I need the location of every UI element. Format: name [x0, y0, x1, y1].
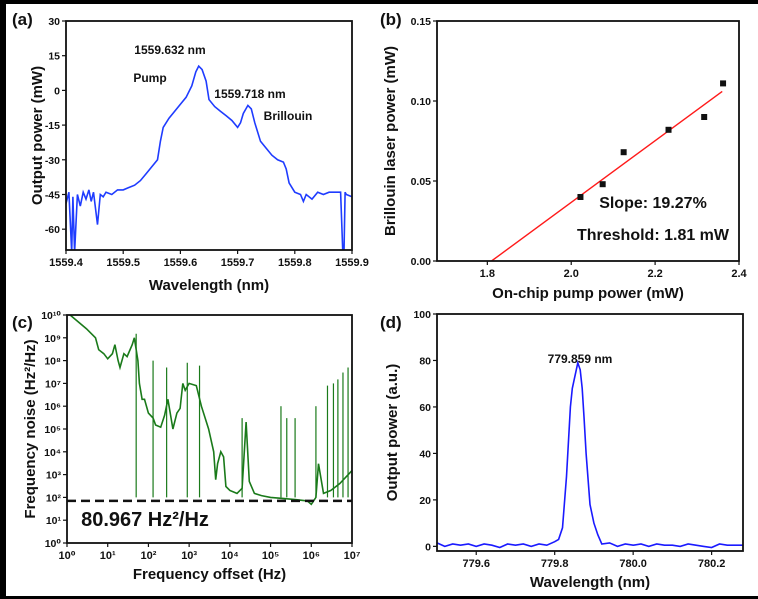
x-tick-label: 1.8 — [480, 268, 495, 280]
x-tick-label: 1559.8 — [278, 257, 312, 269]
x-tick-label: 779.8 — [541, 558, 569, 570]
panel-label: (d) — [380, 313, 402, 332]
y-tick-label: 10⁸ — [44, 356, 61, 368]
data-point — [577, 194, 584, 200]
data-point — [701, 114, 708, 120]
x-tick-label: 10⁷ — [344, 550, 361, 562]
y-tick-label: 80 — [419, 355, 431, 367]
y-axis-label: Output power (a.u.) — [384, 364, 401, 501]
y-tick-label: 10¹⁰ — [41, 310, 61, 322]
plot-frame — [66, 314, 353, 544]
plot-area — [437, 359, 743, 549]
y-tick-label: 10² — [46, 492, 62, 504]
data-point — [665, 126, 672, 133]
data-point — [620, 149, 627, 156]
x-tick-label: 10¹ — [100, 550, 116, 562]
y-tick-label: 100 — [413, 309, 431, 321]
data-point — [599, 181, 606, 188]
y-tick-label: -45 — [45, 189, 60, 201]
y-axis-label: Frequency noise (Hz²/Hz) — [22, 339, 39, 518]
x-axis-label: Frequency offset (Hz) — [133, 566, 286, 583]
x-tick-label: 10⁶ — [303, 550, 320, 562]
y-axis-label: Output power (mW) — [29, 66, 46, 205]
y-tick-label: -60 — [45, 224, 60, 236]
y-tick-label: 20 — [419, 495, 431, 507]
x-tick-label: 10² — [140, 550, 156, 562]
y-tick-label: 60 — [419, 402, 431, 414]
x-tick-label: 780.0 — [619, 558, 647, 570]
y-tick-label: 10⁴ — [44, 447, 61, 459]
x-axis-label: Wavelength (nm) — [149, 277, 269, 294]
y-tick-label: 0.15 — [411, 16, 432, 28]
annotation-text: Pump — [133, 71, 166, 85]
x-tick-label: 2.4 — [731, 268, 747, 280]
y-tick-label: 10⁰ — [45, 538, 62, 550]
annotation-text: Slope: 19.27% — [599, 195, 707, 212]
annotation-text: 1559.632 nm — [134, 43, 205, 57]
y-tick-label: -30 — [45, 155, 60, 167]
figure-canvas: 1559.4 1559.5 1559.6 1559.7 1559.8 1559.9 30 15… — [6, 4, 758, 596]
x-tick-label: 1559.7 — [221, 257, 255, 269]
series-line — [437, 359, 743, 549]
annotation-text: 1559.718 nm — [214, 87, 285, 101]
y-axis-label: Brillouin laser power (mW) — [382, 46, 399, 236]
series-line — [68, 315, 352, 506]
fit-line — [491, 90, 723, 261]
x-tick-label: 10³ — [181, 550, 197, 562]
plot-frame — [65, 20, 353, 251]
y-tick-label: 10¹ — [46, 515, 62, 527]
panel-label: (a) — [12, 10, 33, 29]
plot-frame — [436, 313, 744, 552]
y-tick-label: 0.05 — [411, 176, 432, 188]
x-tick-label: 1559.5 — [106, 257, 140, 269]
plot-area — [67, 315, 352, 506]
annotation-text: Threshold: 1.81 mW — [577, 227, 730, 244]
y-tick-label: 0 — [54, 85, 60, 97]
x-tick-label: 1559.9 — [335, 257, 369, 269]
y-tick-label: 10⁵ — [44, 424, 61, 436]
x-tick-label: 780.2 — [698, 558, 726, 570]
x-tick-label: 10⁴ — [221, 550, 239, 562]
y-tick-label: 15 — [48, 51, 60, 63]
y-tick-label: 0.10 — [411, 96, 432, 108]
plot-frame — [436, 20, 740, 262]
x-tick-label: 2.2 — [647, 268, 662, 280]
annotation-text: 80.967 Hz²/Hz — [81, 509, 209, 531]
plot-area — [66, 64, 352, 250]
y-tick-label: 0.00 — [411, 256, 432, 268]
figure-svg: 1559.4 1559.5 1559.6 1559.7 1559.8 1559.9 30 15… — [12, 10, 748, 591]
plot-area — [491, 80, 727, 261]
x-tick-label: 10⁵ — [262, 550, 279, 562]
y-tick-label: 10⁹ — [44, 333, 61, 345]
x-tick-label: 10⁰ — [58, 550, 75, 562]
y-tick-label: 10⁷ — [45, 378, 61, 390]
y-tick-label: -15 — [45, 120, 60, 132]
y-tick-label: 0 — [425, 541, 431, 553]
annotation-text: 779.859 nm — [548, 352, 613, 366]
x-tick-label: 1559.6 — [164, 257, 198, 269]
panel-label: (b) — [380, 10, 402, 29]
y-tick-label: 10³ — [46, 470, 62, 482]
x-axis-label: On-chip pump power (mW) — [492, 285, 684, 302]
panel-label: (c) — [12, 313, 33, 332]
x-tick-label: 779.6 — [462, 558, 490, 570]
y-tick-label: 40 — [419, 448, 431, 460]
annotation-text: Brillouin — [264, 109, 313, 123]
y-tick-label: 10⁶ — [44, 401, 61, 413]
data-point — [720, 80, 727, 87]
x-axis-label: Wavelength (nm) — [530, 574, 650, 591]
series-line — [66, 64, 352, 250]
x-tick-label: 1559.4 — [49, 257, 84, 269]
y-tick-label: 30 — [48, 16, 60, 28]
x-tick-label: 2.0 — [564, 268, 579, 280]
